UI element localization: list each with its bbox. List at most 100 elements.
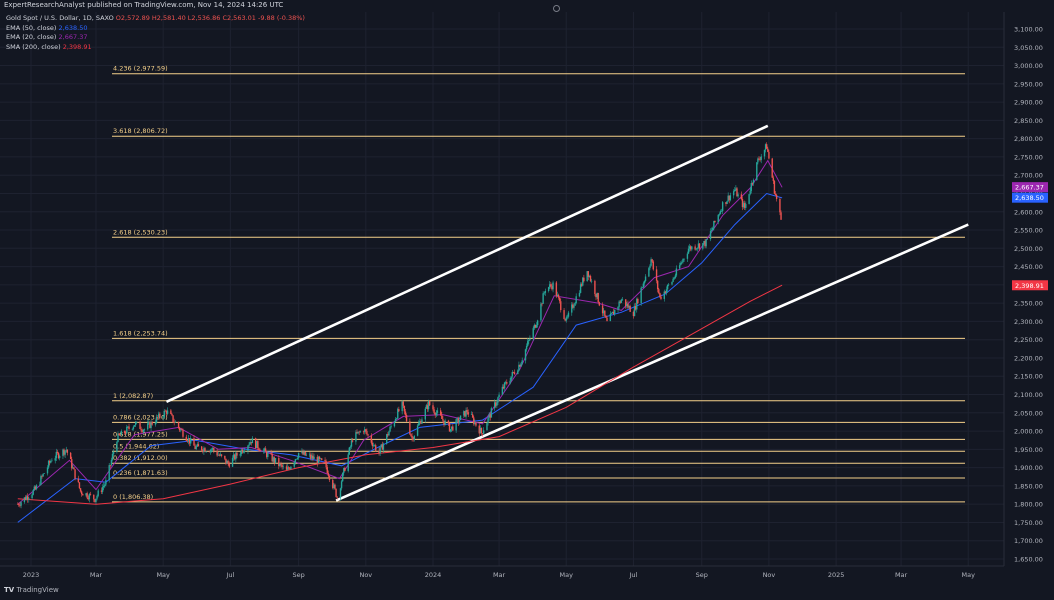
candle-body: [525, 345, 528, 350]
candle: [759, 157, 761, 162]
x-tick-label: Sep: [293, 571, 305, 579]
candle: [325, 459, 327, 470]
candle: [519, 364, 521, 367]
candle-body: [721, 202, 724, 211]
x-tick-label: Nov: [359, 571, 372, 579]
candle: [148, 419, 150, 425]
candle: [409, 418, 411, 436]
candle: [62, 448, 64, 459]
candle-body: [642, 283, 645, 288]
legend-sma200-row[interactable]: SMA (200, close) 2,398.91: [6, 43, 305, 53]
candle: [457, 416, 460, 426]
candle: [240, 448, 243, 457]
candle: [509, 377, 511, 385]
chart-area[interactable]: 4.236 (2,977.59) 3.618 (2,806.72) 2.618 (2…: [0, 12, 1054, 596]
candle-body: [735, 188, 737, 190]
candle: [131, 428, 134, 431]
x-tick-label: Jul: [629, 571, 638, 579]
candle: [365, 428, 367, 434]
settings-dot-icon[interactable]: [553, 5, 560, 12]
candle-body: [347, 454, 349, 472]
candle: [118, 432, 120, 436]
candle: [442, 415, 444, 423]
candle-body: [379, 447, 381, 454]
x-tick-label: May: [962, 571, 976, 579]
candle-body: [696, 247, 699, 249]
publisher-bar: ExpertResearchAnalyst published on Tradi…: [0, 0, 1054, 12]
candle: [154, 419, 157, 427]
candle: [589, 274, 592, 283]
candle: [601, 302, 604, 317]
candle: [247, 444, 249, 455]
candle: [93, 494, 95, 503]
candle: [432, 402, 434, 412]
candle-body: [566, 316, 569, 318]
candle: [540, 302, 542, 323]
candle: [435, 410, 438, 418]
candle: [558, 297, 561, 304]
candle: [525, 343, 528, 352]
candle: [379, 447, 381, 456]
candle-body: [101, 487, 104, 492]
candle: [504, 380, 507, 385]
candle-body: [24, 497, 27, 500]
series-line-ema50: [17, 192, 783, 523]
candle-body: [212, 447, 214, 450]
candle-body: [710, 230, 713, 232]
candle-body: [23, 497, 26, 503]
candle-body: [586, 271, 588, 282]
candle: [26, 493, 29, 503]
candle-body: [432, 405, 434, 410]
candle: [134, 420, 137, 427]
candle: [290, 466, 292, 470]
candle-body: [364, 429, 366, 433]
candle: [297, 452, 300, 460]
candle-body: [188, 438, 191, 444]
candle: [719, 209, 722, 215]
candle-body: [632, 311, 635, 317]
candle-body: [65, 449, 67, 451]
candle-body: [85, 493, 87, 496]
legend-ema50-row[interactable]: EMA (50, close) 2,638.50: [6, 24, 305, 34]
candle: [355, 430, 357, 445]
candle-body: [151, 421, 153, 425]
candle-body: [224, 455, 226, 459]
candle-body: [89, 493, 92, 495]
candle: [150, 420, 152, 432]
candle: [64, 450, 66, 458]
candle-body: [550, 284, 552, 287]
price-chart[interactable]: 4.236 (2,977.59) 3.618 (2,806.72) 2.618 (2…: [0, 12, 1054, 596]
candle: [181, 427, 183, 431]
candle: [489, 412, 491, 421]
candle: [658, 287, 660, 295]
candle-body: [426, 405, 429, 410]
grid-lines: [0, 12, 1004, 566]
candle: [231, 455, 234, 467]
candle-body: [216, 450, 218, 456]
y-tick-label: 1,900.00: [1014, 464, 1043, 472]
candle: [564, 318, 566, 322]
legend-ema20-row[interactable]: EMA (20, close) 2,667.37: [6, 33, 305, 43]
candle-body: [580, 284, 583, 286]
candle: [164, 409, 167, 412]
candle: [496, 399, 498, 409]
candle: [583, 274, 585, 283]
candle-body: [633, 306, 636, 317]
candle: [258, 447, 260, 452]
candle-body: [775, 194, 778, 199]
candle-body: [63, 449, 65, 455]
candle: [394, 416, 397, 423]
candle: [248, 442, 250, 448]
candle: [262, 448, 265, 454]
candle: [648, 267, 650, 278]
candle: [650, 257, 652, 267]
candle-body: [480, 427, 483, 434]
candle: [265, 450, 268, 459]
candle-body: [285, 466, 288, 470]
candle: [774, 191, 777, 197]
candle: [111, 451, 114, 462]
candle-body: [28, 498, 30, 500]
candle-body: [719, 211, 722, 214]
candle: [196, 442, 199, 448]
candle-body: [694, 246, 696, 250]
